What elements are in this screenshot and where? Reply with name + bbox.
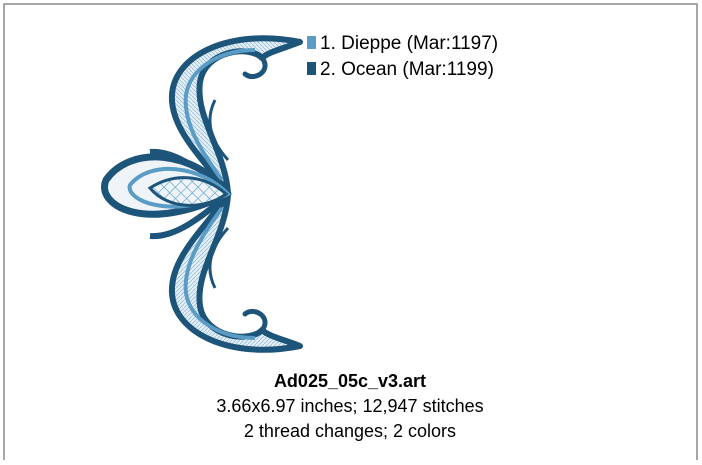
color-legend: 1. Dieppe (Mar:1197) 2. Ocean (Mar:1199) — [307, 33, 498, 80]
color-label: 2. Ocean (Mar:1199) — [320, 59, 494, 80]
color-swatch — [307, 62, 316, 75]
card-border — [3, 3, 698, 460]
color-label: 1. Dieppe (Mar:1197) — [320, 33, 498, 54]
design-title: Ad025_05c_v3.art — [274, 371, 426, 391]
design-colors: 2 thread changes; 2 colors — [244, 421, 456, 441]
color-swatch — [307, 36, 316, 49]
design-size: 3.66x6.97 inches; 12,947 stitches — [216, 396, 483, 416]
embroidery-image — [101, 35, 303, 349]
